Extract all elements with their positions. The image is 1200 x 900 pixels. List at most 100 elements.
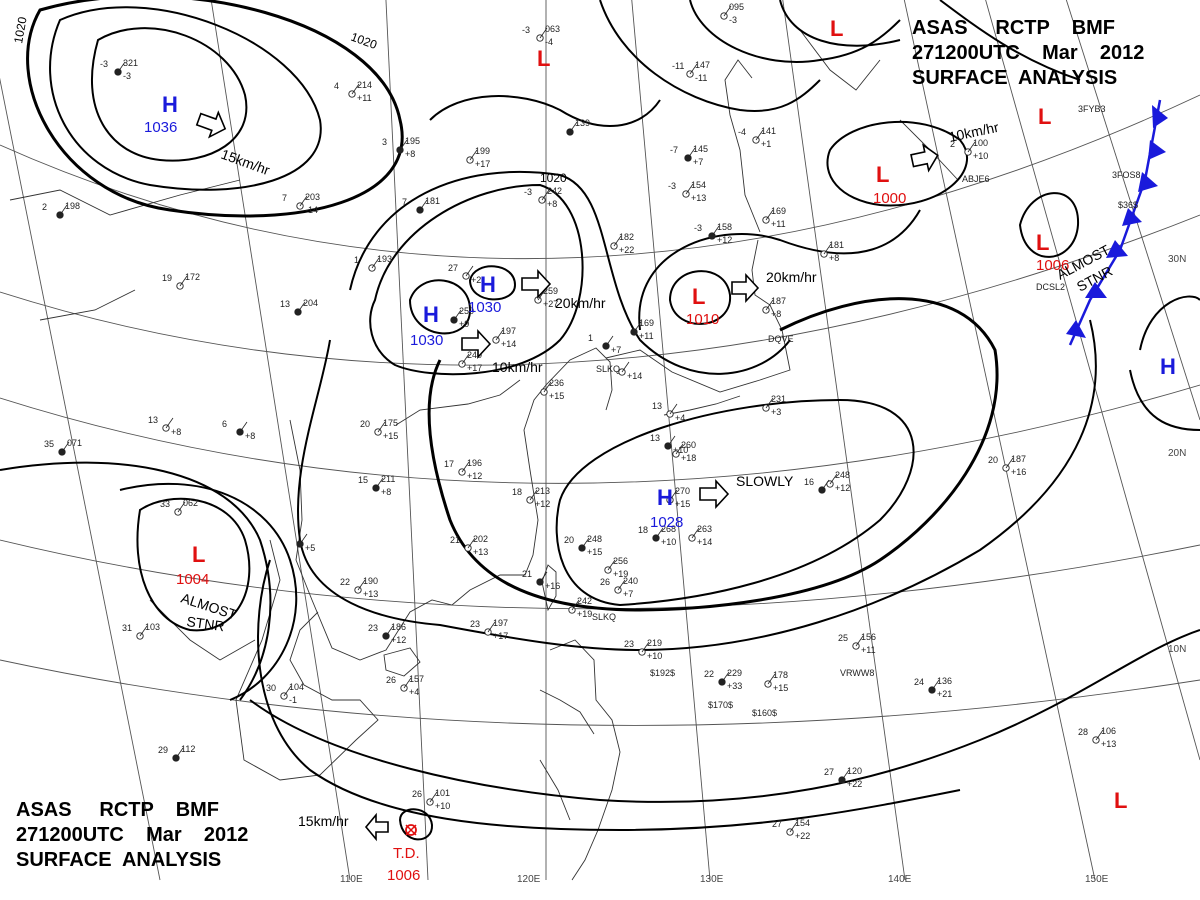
station-pressure: 240 [467, 350, 482, 360]
station-pressure: 103 [145, 622, 160, 632]
wind-barb-icon [465, 265, 474, 277]
wind-barb-icon [139, 625, 148, 637]
station-plot: 199+17 [466, 146, 490, 169]
station-codes: 3FYB3 3FOS8 ABJE6 DCSL2 DQVE SLKQ SLKQ VRWW8 $19… [592, 104, 1141, 718]
station-pressure: 063 [545, 24, 560, 34]
station-temperature: 29 [158, 745, 168, 755]
station-temperature: 7 [282, 193, 287, 203]
station-pressure: 196 [467, 458, 482, 468]
station-tendency: -14 [305, 205, 318, 215]
station-plot: 197+14 [492, 326, 516, 349]
low-symbol: L [692, 284, 705, 309]
isobar-labels: 1020 1020 1020 [11, 15, 567, 185]
header-month: Mar [1042, 42, 1078, 64]
station-plot: -7 145 +7 [670, 144, 708, 167]
station-temperature: 35 [44, 439, 54, 449]
station-tendency: +8 [771, 309, 781, 319]
low-symbol: L [1114, 788, 1127, 813]
station-plot: 31 103 [122, 622, 160, 640]
wind-barb-icon [767, 673, 776, 685]
station-plot: +14 [618, 361, 642, 381]
station-tendency: +8 [245, 431, 255, 441]
station-pressure: 158 [717, 222, 732, 232]
longitude-labels: 110E 120E 130E 140E 150E [340, 874, 1109, 885]
low-symbol: L [1038, 104, 1051, 129]
station-tendency: +15 [587, 547, 602, 557]
wind-barb-icon [469, 149, 478, 161]
station-plot: +5 [296, 533, 315, 553]
station-pressure: 248 [835, 470, 850, 480]
station-pressure: 240 [623, 576, 638, 586]
header-month: Mar [146, 824, 182, 846]
station-pressure: 136 [937, 676, 952, 686]
station-plot: 1 +7 [588, 333, 621, 355]
station-plot: 13 204 [280, 298, 318, 316]
station-plot: 26 101 +10 [412, 788, 450, 811]
isobars [0, 0, 1200, 841]
station-temperature: 1 [354, 255, 359, 265]
wind-barb-icon [711, 225, 720, 237]
wind-barb-icon [723, 5, 732, 17]
station-pressure: 268 [661, 524, 676, 534]
station-code: SLKQ [596, 364, 620, 374]
wind-barb-icon [61, 441, 70, 453]
wind-barb-icon [641, 641, 650, 653]
station-tendency: +4 [409, 687, 419, 697]
wind-barb-icon [605, 335, 614, 347]
station-plot: 236+15 [540, 378, 564, 401]
station-pressure: 202 [473, 534, 488, 544]
wind-barb-icon [429, 791, 438, 803]
station-code: SLKQ [592, 612, 616, 622]
station-pressure: 198 [65, 201, 80, 211]
station-temperature: 7 [402, 197, 407, 207]
station-temperature: 30 [266, 683, 276, 693]
station-plot: -3 154 +13 [668, 180, 706, 203]
station-temperature: 27 [824, 767, 834, 777]
wind-barb-icon [855, 635, 864, 647]
station-temperature: 23 [368, 623, 378, 633]
wind-barb-icon [239, 421, 248, 433]
station-plot: 7 203 -14 [282, 192, 320, 215]
station-tendency: +14 [697, 537, 712, 547]
station-pressure: 154 [691, 180, 706, 190]
station-tendency: +4 [675, 413, 685, 423]
station-plot: 23 219 +10 [624, 638, 662, 661]
motion-label: 20km/hr [766, 269, 817, 285]
station-pressure: 145 [693, 144, 708, 154]
station-plot: 29 112 [158, 744, 195, 762]
wind-barb-icon [633, 321, 642, 333]
station-plot: 20 248 +15 [564, 534, 602, 557]
station-tendency: +33 [727, 681, 742, 691]
station-pressure: 101 [435, 788, 450, 798]
station-pressure: 197 [493, 618, 508, 628]
header-station: RCTP [99, 799, 154, 821]
header-row: ASAS RCTP BMF [16, 798, 248, 823]
wind-barb-icon [283, 685, 292, 697]
station-tendency: +5 [305, 543, 315, 553]
station-pressure: 190 [363, 576, 378, 586]
station-plot: 27 154 +22 [772, 818, 810, 841]
wind-barb-icon [821, 479, 830, 491]
wind-barb-icon [829, 473, 838, 485]
wind-barb-icon [495, 329, 504, 341]
station-pressure: 204 [303, 298, 318, 308]
wind-barb-icon [351, 83, 360, 95]
header-station: ASAS [912, 17, 968, 39]
station-pressure: 104 [289, 682, 304, 692]
station-plot: 095-3 [720, 2, 744, 25]
wind-barb-icon [687, 147, 696, 159]
pressure-centers: H 1036 H 1030 H 1030 H 1028 H L 1010 L 1… [144, 16, 1176, 813]
wind-barb-icon [299, 533, 308, 545]
station-plot: 25 156 +11 [838, 632, 876, 655]
station-tendency: +10 [973, 151, 988, 161]
motion-arrow-icon [364, 812, 389, 842]
station-pressure: 186 [391, 622, 406, 632]
station-plot: 15 211 +8 [358, 474, 395, 497]
station-temperature: -3 [522, 25, 530, 35]
station-code: 3FOS8 [1112, 170, 1141, 180]
station-tendency: +12 [717, 235, 732, 245]
wind-barb-icon [1005, 457, 1014, 469]
station-pressure: 169 [639, 318, 654, 328]
wind-barb-icon [539, 27, 548, 39]
